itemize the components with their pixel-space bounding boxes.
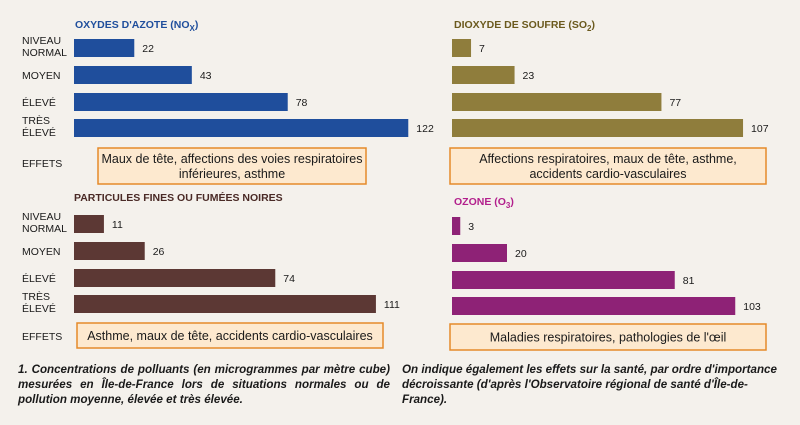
chart-1-title-subscript: X: [190, 24, 196, 33]
chart-3-category-label: ÉLEVÉ: [22, 272, 56, 285]
chart-4-value-label: 3: [468, 221, 474, 233]
pollutant-charts: OXYDES D'AZOTE (NOX)22NIVEAUNORMAL43MOYE…: [22, 19, 769, 351]
chart-3-value-label: 11: [112, 219, 123, 231]
chart-3-bar: [74, 295, 376, 313]
chart-2-value-label: 7: [479, 43, 485, 55]
chart-1-bar: [74, 39, 135, 57]
chart-2-effects-text: accidents cardio-vasculaires: [529, 167, 686, 181]
chart-1-category-label: TRÈS: [22, 114, 50, 127]
chart-2-title-subscript: 2: [587, 24, 592, 33]
chart-2-bar: [452, 66, 515, 84]
chart-3-category-label: MOYEN: [22, 246, 61, 258]
chart-3-effects-text: Asthme, maux de tête, accidents cardio-v…: [87, 329, 373, 343]
chart-2-bar: [452, 39, 472, 57]
chart-2-value-label: 107: [751, 123, 769, 135]
chart-1-title-end: ): [195, 19, 199, 31]
chart-3-bar: [74, 269, 276, 287]
caption-effects: On indique également les effets sur la s…: [402, 363, 777, 406]
chart-2-title-end: ): [591, 19, 595, 31]
chart-1-bar: [74, 93, 288, 111]
chart-4-value-label: 103: [743, 301, 761, 313]
chart-1-effects-text: inférieures, asthme: [179, 167, 285, 181]
chart-4-title-subscript: 3: [506, 201, 511, 210]
chart-4-title: OZONE (O3): [454, 196, 514, 210]
chart-4-bar: [452, 244, 507, 262]
chart-3-category-label: TRÈS: [22, 290, 50, 303]
chart-4-effects-text: Maladies respiratoires, pathologies de l…: [490, 331, 727, 345]
chart-3-category-label: ÉLEVÉ: [22, 302, 56, 315]
chart-1-bar: [74, 119, 409, 137]
chart-4-effects-box: [449, 323, 767, 351]
chart-4-value-label: 20: [515, 248, 527, 260]
chart-2-title: DIOXYDE DE SOUFRE (SO2): [454, 19, 595, 33]
chart-2-bar: [452, 119, 744, 137]
chart-3-title: PARTICULES FINES OU FUMÉES NOIRES: [74, 191, 283, 204]
chart-4-bar: [452, 271, 675, 289]
chart-4-bar: [452, 297, 736, 315]
chart-1-value-label: 122: [416, 123, 434, 135]
chart-2-effects-text: Affections respiratoires, maux de tête, …: [479, 152, 737, 166]
chart-3-effects-label: EFFETS: [22, 331, 62, 343]
caption-concentrations: 1. Concentrations de polluants (en micro…: [18, 363, 390, 406]
chart-4-value-label: 81: [683, 275, 695, 287]
chart-1-value-label: 78: [296, 97, 308, 109]
chart-2-effects-box: [449, 147, 767, 185]
chart-2-value-label: 77: [669, 97, 681, 109]
chart-1-value-label: 22: [142, 43, 154, 55]
chart-4-title-end: ): [510, 196, 514, 208]
chart-3-category-label: NIVEAU: [22, 211, 61, 223]
chart-1-category-label: MOYEN: [22, 70, 61, 82]
chart-1-bar: [74, 66, 192, 84]
chart-1-title: OXYDES D'AZOTE (NOX): [75, 19, 198, 33]
chart-1-category-label: NORMAL: [22, 47, 67, 59]
chart-3-bar: [74, 215, 104, 233]
chart-2-bar: [452, 93, 662, 111]
chart-1-category-label: ÉLEVÉ: [22, 126, 56, 139]
chart-4-bar: [452, 217, 461, 235]
chart-1-category-label: ÉLEVÉ: [22, 96, 56, 109]
chart-3-bar: [74, 242, 145, 260]
chart-1-effects-text: Maux de tête, affections des voies respi…: [101, 152, 362, 166]
chart-3-value-label: 26: [153, 246, 165, 258]
chart-1-category-label: NIVEAU: [22, 35, 61, 47]
chart-3-effects-box: [76, 322, 384, 349]
chart-3-value-label: 74: [283, 273, 295, 285]
chart-2-value-label: 23: [523, 70, 535, 82]
chart-3-category-label: NORMAL: [22, 223, 67, 235]
chart-3-value-label: 111: [384, 299, 400, 311]
chart-1-effects-box: [97, 147, 367, 185]
chart-1-value-label: 43: [200, 70, 212, 82]
chart-1-effects-label: EFFETS: [22, 158, 62, 170]
